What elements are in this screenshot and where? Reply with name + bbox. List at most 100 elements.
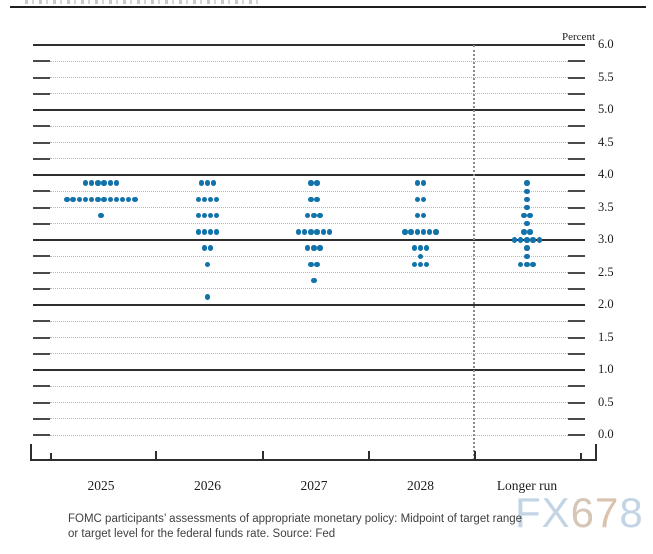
projection-dot [408, 229, 414, 235]
gridline-right-tick [568, 320, 585, 323]
dot-row-2028-2.625 [411, 261, 430, 268]
watermark-fx678: FX678 [515, 492, 644, 534]
projection-dot [101, 180, 107, 186]
gridline-right-tick [568, 60, 585, 63]
x-category-label-2027: 2027 [300, 478, 328, 493]
projection-dot [320, 229, 326, 235]
projection-dot [530, 261, 536, 268]
y-tick-label-5.5: 5.5 [598, 69, 614, 84]
x-category-label-2025: 2025 [87, 478, 115, 493]
projection-dot [301, 229, 308, 235]
projection-dot [308, 261, 314, 268]
projection-dot [518, 237, 524, 243]
dot-row-Longer-run-3.75 [524, 188, 530, 194]
dot-row-Longer-run-3.5 [524, 204, 530, 211]
projection-dot [295, 229, 302, 235]
gridline-dotted-0.00 [50, 434, 568, 436]
dot-row-Longer-run-3.875 [524, 180, 530, 186]
longer-run-separator [472, 45, 475, 460]
gridline-dotted-1.50 [50, 337, 568, 338]
projection-dot [402, 229, 408, 235]
projection-dot [198, 180, 204, 186]
dot-row-2027-2.375 [311, 277, 317, 284]
y-tick-label-1.5: 1.5 [598, 329, 614, 344]
projection-dot [204, 180, 211, 186]
dot-row-2028-3.375 [414, 212, 427, 219]
dot-row-2027-2.625 [308, 261, 320, 268]
dot-row-2027-3.375 [305, 212, 323, 219]
projection-dot [427, 229, 433, 235]
projection-dot [317, 245, 323, 251]
gridline-left-tick [33, 60, 50, 63]
dot-row-2026-3.375 [195, 212, 220, 219]
dot-row-2028-2.75 [417, 253, 424, 259]
projection-dot [423, 245, 430, 251]
gridline-dotted-0.25 [50, 418, 568, 420]
projection-dot [132, 196, 138, 203]
y-tick-label-0.0: 0.0 [598, 427, 614, 441]
projection-dot [311, 212, 317, 219]
projection-dot [524, 204, 530, 211]
dot-row-2027-2.875 [305, 245, 323, 251]
projection-dot [214, 196, 220, 203]
gridline-right-tick [568, 125, 585, 128]
projection-dot [527, 212, 533, 219]
dot-row-2026-2.125 [204, 294, 211, 300]
gridline-solid-6.00 [33, 44, 585, 46]
gridline-right-tick [568, 417, 585, 420]
gridline-dotted-1.25 [50, 353, 568, 355]
projection-dot [305, 212, 311, 219]
projection-dot [524, 221, 530, 227]
dot-row-2028-2.875 [411, 245, 430, 251]
gridline-left-tick [33, 125, 50, 128]
projection-dot [119, 196, 126, 203]
gridline-right-tick [568, 157, 585, 160]
gridline-solid-2.00 [33, 304, 585, 306]
gridline-left-tick [33, 320, 50, 323]
projection-dot [195, 229, 201, 235]
gridline-right-tick [568, 141, 585, 144]
projection-dot [88, 180, 95, 186]
y-axis-unit-label: Percent [562, 31, 595, 43]
gridline-right-tick [568, 352, 585, 355]
projection-dot [530, 237, 536, 243]
x-category-label-Longer-run: Longer run [496, 478, 558, 493]
watermark-letter: 8 [619, 489, 644, 536]
dot-row-2026-3.875 [198, 180, 217, 186]
projection-dot [201, 229, 208, 235]
chart-caption: FOMC participants’ assessments of approp… [68, 512, 608, 542]
projection-dot [195, 212, 201, 219]
projection-dot [64, 196, 70, 203]
projection-dot [95, 180, 101, 186]
gridline-left-tick [33, 271, 50, 274]
gridline-left-tick [33, 206, 50, 209]
gridline-left-tick [33, 76, 50, 79]
projection-dot [70, 196, 76, 203]
gridline-dotted-5.25 [50, 93, 568, 95]
gridline-left-tick [33, 401, 50, 404]
projection-dot [308, 180, 314, 186]
projection-dot [524, 180, 530, 186]
gridline-left-tick [33, 287, 50, 290]
projection-dot [414, 229, 421, 235]
projection-dot [411, 261, 417, 268]
gridline-dotted-0.50 [50, 402, 568, 403]
projection-dot [314, 229, 320, 235]
projection-dot [101, 196, 107, 203]
projection-dot [414, 180, 421, 186]
gridline-dotted-2.25 [50, 288, 568, 290]
dot-row-2026-3.125 [195, 229, 220, 235]
gridline-solid-4.00 [33, 174, 585, 176]
projection-dot [95, 196, 101, 203]
gridline-solid-5.00 [33, 109, 585, 111]
gridline-right-tick [568, 336, 585, 339]
projection-dot [536, 237, 543, 243]
gridline-dotted-5.50 [50, 77, 568, 78]
projection-dot [524, 237, 530, 243]
projection-dot [113, 196, 120, 203]
projection-dot [314, 180, 320, 186]
dot-row-2027-3.125 [295, 229, 333, 235]
projection-dot [126, 196, 132, 203]
y-tick-label-4.5: 4.5 [598, 134, 614, 149]
